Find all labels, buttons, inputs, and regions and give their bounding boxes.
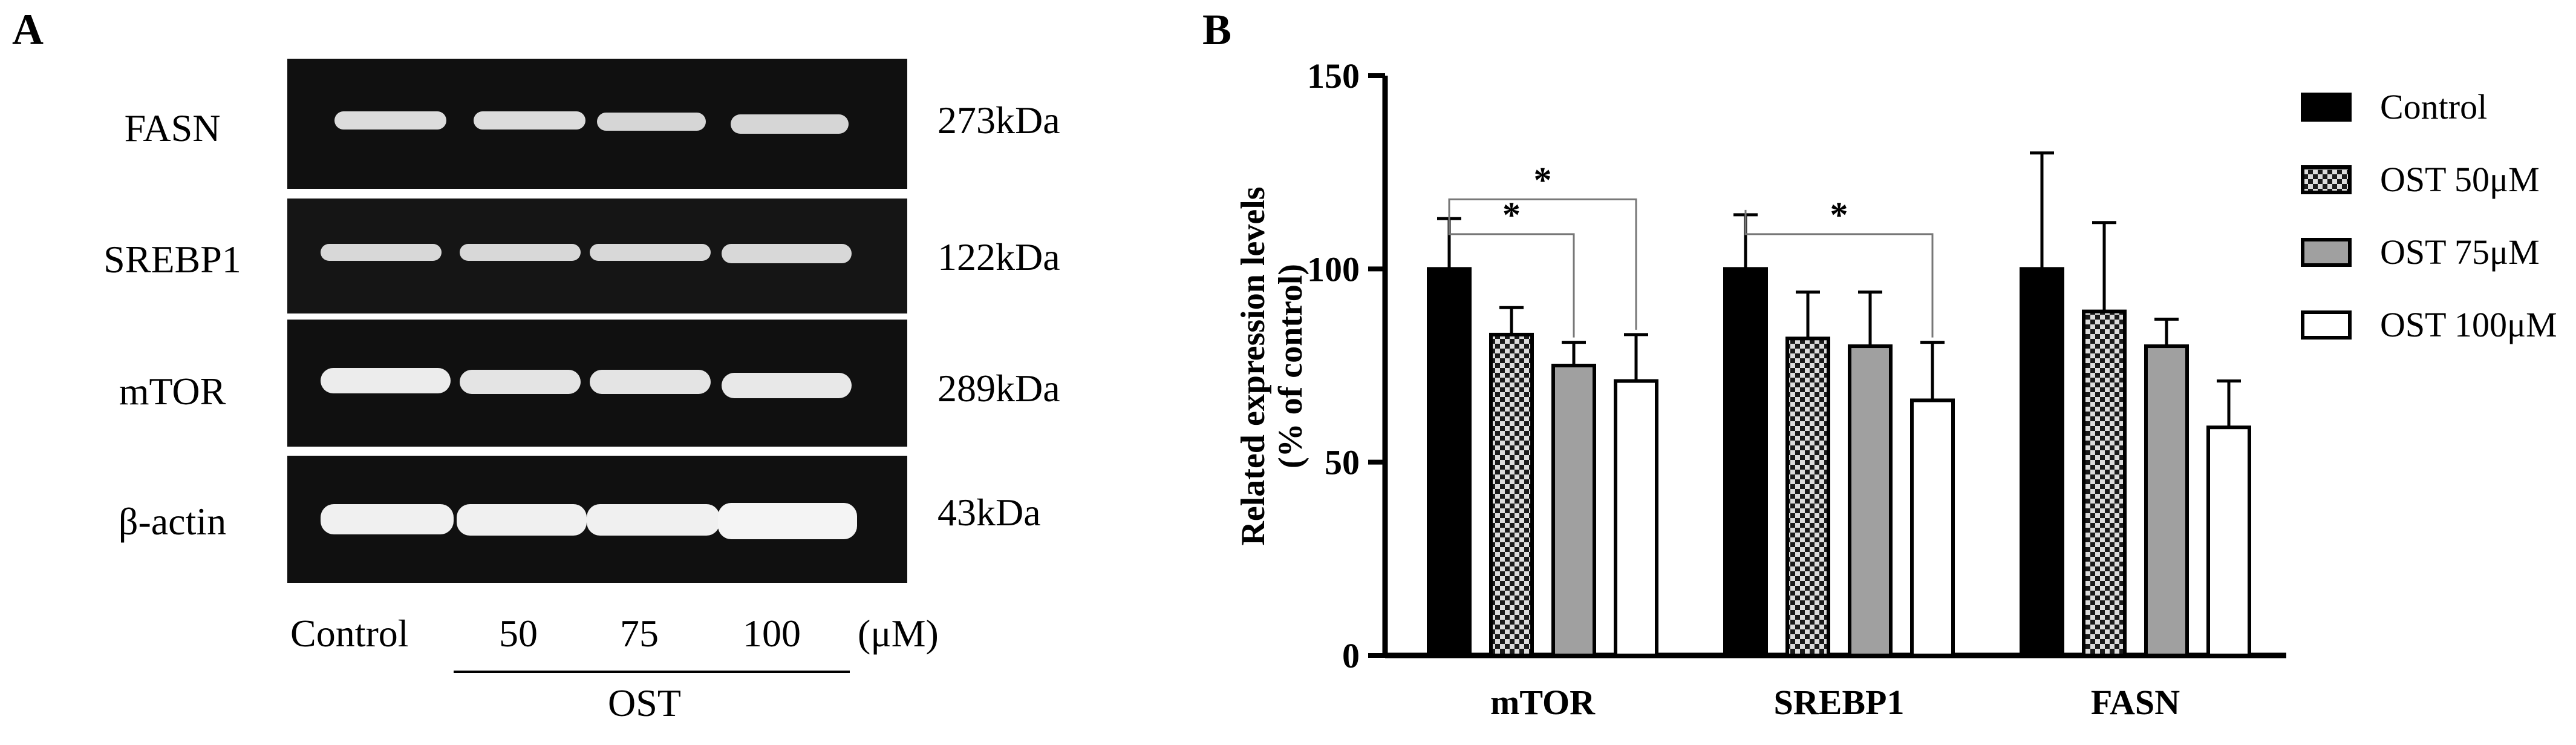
- significance-star: *: [1502, 195, 1521, 235]
- legend-label: Control: [2380, 87, 2487, 126]
- legend-label: OST 100μM: [2380, 305, 2557, 344]
- bar: [1491, 335, 1532, 655]
- significance-star: *: [1830, 195, 1848, 235]
- legend-label: OST 50μM: [2380, 160, 2540, 199]
- bar: [2084, 312, 2125, 655]
- bar: [1429, 269, 1470, 655]
- bar: [1787, 338, 1828, 655]
- x-tick-label: SREBP1: [1774, 683, 1905, 722]
- bar: [1616, 381, 1657, 655]
- bar: [2208, 427, 2249, 655]
- bar: [1725, 269, 1766, 655]
- x-tick-label: FASN: [2091, 683, 2180, 722]
- significance-star: *: [1534, 160, 1552, 200]
- bar: [2146, 346, 2187, 655]
- y-tick-label: 150: [1307, 56, 1360, 96]
- bar: [1553, 366, 1594, 655]
- y-tick-label: 50: [1325, 443, 1360, 482]
- significance-bracket: [1449, 199, 1636, 330]
- legend-swatch: [2303, 240, 2350, 265]
- y-axis-label: Related expression levels(% of control): [1234, 186, 1309, 545]
- bar: [1850, 346, 1891, 655]
- x-tick-label: mTOR: [1490, 683, 1596, 722]
- legend-swatch: [2303, 94, 2350, 120]
- legend-swatch: [2303, 167, 2350, 192]
- bar-chart: 0 50 100 150 Related expression levels(% of …: [0, 0, 2576, 745]
- bar: [1912, 400, 1953, 655]
- y-tick-label: 0: [1342, 636, 1360, 675]
- legend-label: OST 75μM: [2380, 232, 2540, 272]
- legend-swatch: [2303, 312, 2350, 338]
- y-tick-label: 100: [1307, 249, 1360, 289]
- bar: [2021, 269, 2062, 655]
